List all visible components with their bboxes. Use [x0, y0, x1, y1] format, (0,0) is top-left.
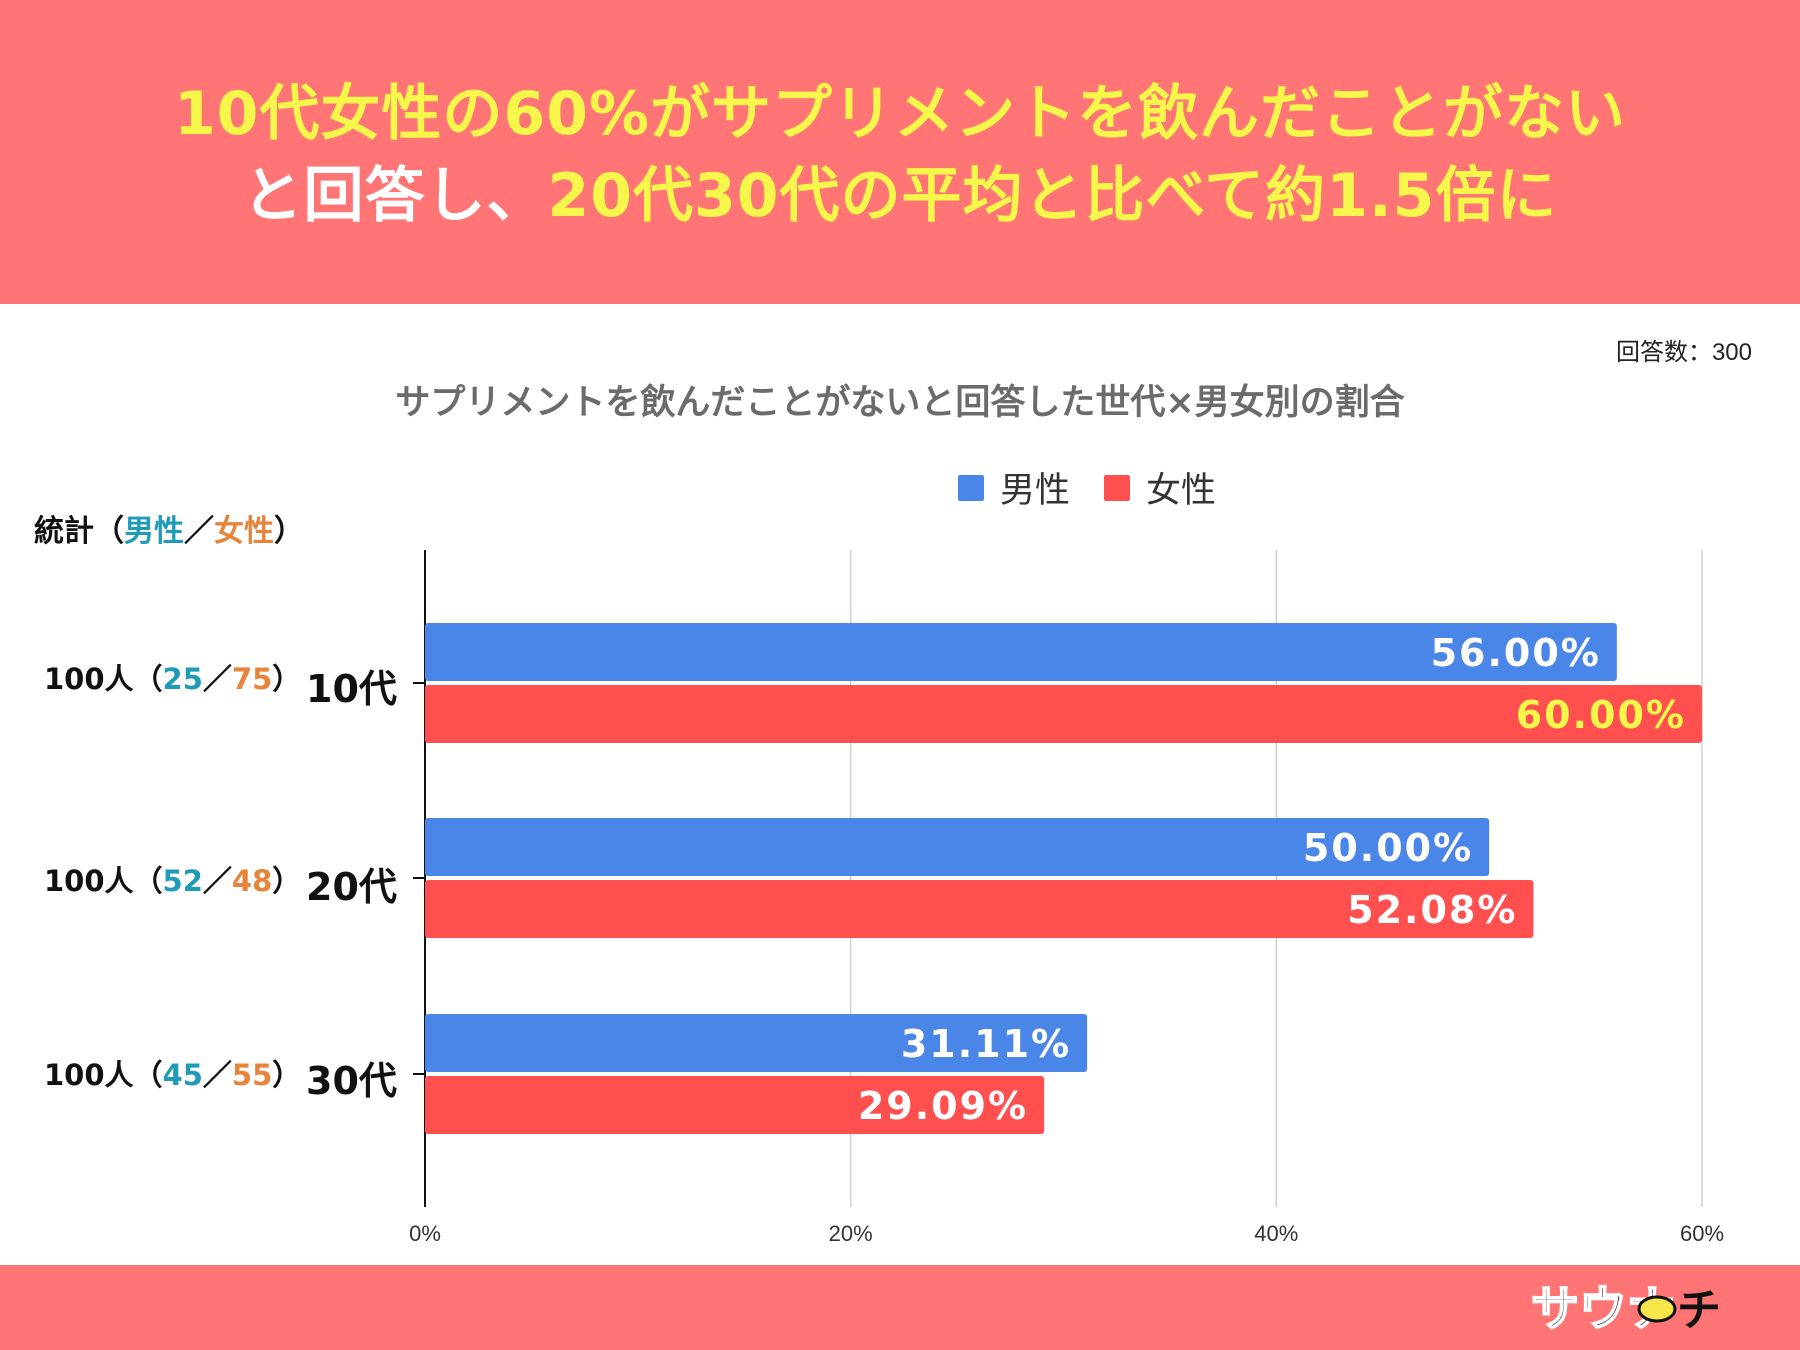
x-tick-label: 0%: [409, 1221, 441, 1246]
stat-sep: ／: [202, 662, 232, 696]
data-label: 31.11%: [901, 1022, 1071, 1066]
data-label: 52.08%: [1347, 888, 1517, 932]
stat-female: 48: [231, 864, 273, 898]
bar-chart: 56.00% 60.00% 50.00% 52.08% 31.11% 29.09% 0% 2…: [409, 550, 1724, 1246]
bar-male-10代: [425, 623, 1617, 681]
x-tick-label: 20%: [829, 1221, 873, 1246]
legend-label-female: 女性: [1146, 471, 1217, 511]
stat-total: 100人（: [44, 1058, 163, 1092]
stat-close: ）: [272, 662, 302, 696]
x-axis-ticks: 0% 20% 40% 60%: [409, 1221, 1724, 1246]
legend-label-male: 男性: [1000, 471, 1071, 511]
footer-banner: [0, 1265, 1800, 1350]
headline-line-2-white: と回答し、: [242, 161, 548, 231]
headline-line-1: 10代女性の60%がサプリメントを飲んだことがない: [173, 79, 1627, 149]
stat-female: 75: [231, 662, 273, 696]
legend-item-female: 女性: [1104, 462, 1216, 513]
stats-header: 統計（男性／女性）: [34, 506, 304, 550]
data-labels: 56.00% 60.00% 50.00% 52.08% 31.11% 29.09%: [858, 631, 1686, 1128]
headline-line-2: と回答し、20代30代の平均と比べて約1.5倍に: [0, 158, 1800, 234]
stat-male: 45: [162, 1058, 203, 1092]
sauna-logo: サウナ チ: [1530, 1280, 1721, 1338]
stat-row-30s: 100人（45／55）: [44, 1052, 301, 1094]
stats-header-female: 女性: [214, 514, 274, 549]
stat-male: 52: [162, 864, 203, 898]
legend-swatch-male: [958, 474, 984, 501]
data-label: 60.00%: [1516, 693, 1686, 737]
stat-female: 55: [231, 1058, 273, 1092]
bar-male-20代: [425, 818, 1490, 876]
stat-close: ）: [272, 864, 302, 898]
stats-header-prefix: 統計（: [34, 514, 124, 549]
category-label-20s: 20代: [306, 865, 397, 909]
x-tick-label: 60%: [1680, 1221, 1724, 1246]
stat-row-20s: 100人（52／48）: [44, 858, 301, 900]
stat-total: 100人（: [44, 864, 163, 898]
x-tick-label: 40%: [1254, 1221, 1298, 1246]
stat-total: 100人（: [44, 662, 163, 696]
stats-header-suffix: ）: [274, 514, 304, 549]
header-banner: 10代女性の60%がサプリメントを飲んだことがない と回答し、20代30代の平均…: [0, 0, 1800, 304]
chart-legend: 男性 女性: [958, 462, 1250, 513]
chart-title: サプリメントを飲んだことがないと回答した世代×男女別の割合: [395, 383, 1405, 423]
legend-swatch-female: [1104, 474, 1131, 501]
stat-row-10s: 100人（25／75）: [44, 656, 301, 698]
stat-sep: ／: [202, 864, 232, 898]
category-label-10s: 10代: [306, 667, 397, 711]
data-label: 29.09%: [858, 1084, 1028, 1128]
logo-mascot-icon: [1637, 1295, 1677, 1323]
category-label-30s: 30代: [306, 1059, 397, 1103]
data-label: 50.00%: [1303, 826, 1473, 870]
headline-line-2-yellow: 20代30代の平均と比べて約1.5倍に: [547, 161, 1558, 231]
stats-header-male: 男性: [124, 514, 184, 549]
bar-male-30代: [425, 1014, 1088, 1072]
stats-header-sep: ／: [184, 514, 214, 549]
bar-female-10代: [425, 685, 1702, 743]
legend-item-male: 男性: [958, 462, 1070, 513]
logo-text-tail: チ: [1677, 1285, 1721, 1336]
stat-male: 25: [162, 662, 203, 696]
respondent-count: 回答数：300: [1615, 339, 1752, 366]
stat-sep: ／: [202, 1058, 232, 1092]
bar-female-30代: [425, 1076, 1045, 1134]
bar-female-20代: [425, 880, 1534, 938]
stat-close: ）: [272, 1058, 302, 1092]
bars: [425, 623, 1702, 1134]
data-label: 56.00%: [1431, 631, 1601, 675]
